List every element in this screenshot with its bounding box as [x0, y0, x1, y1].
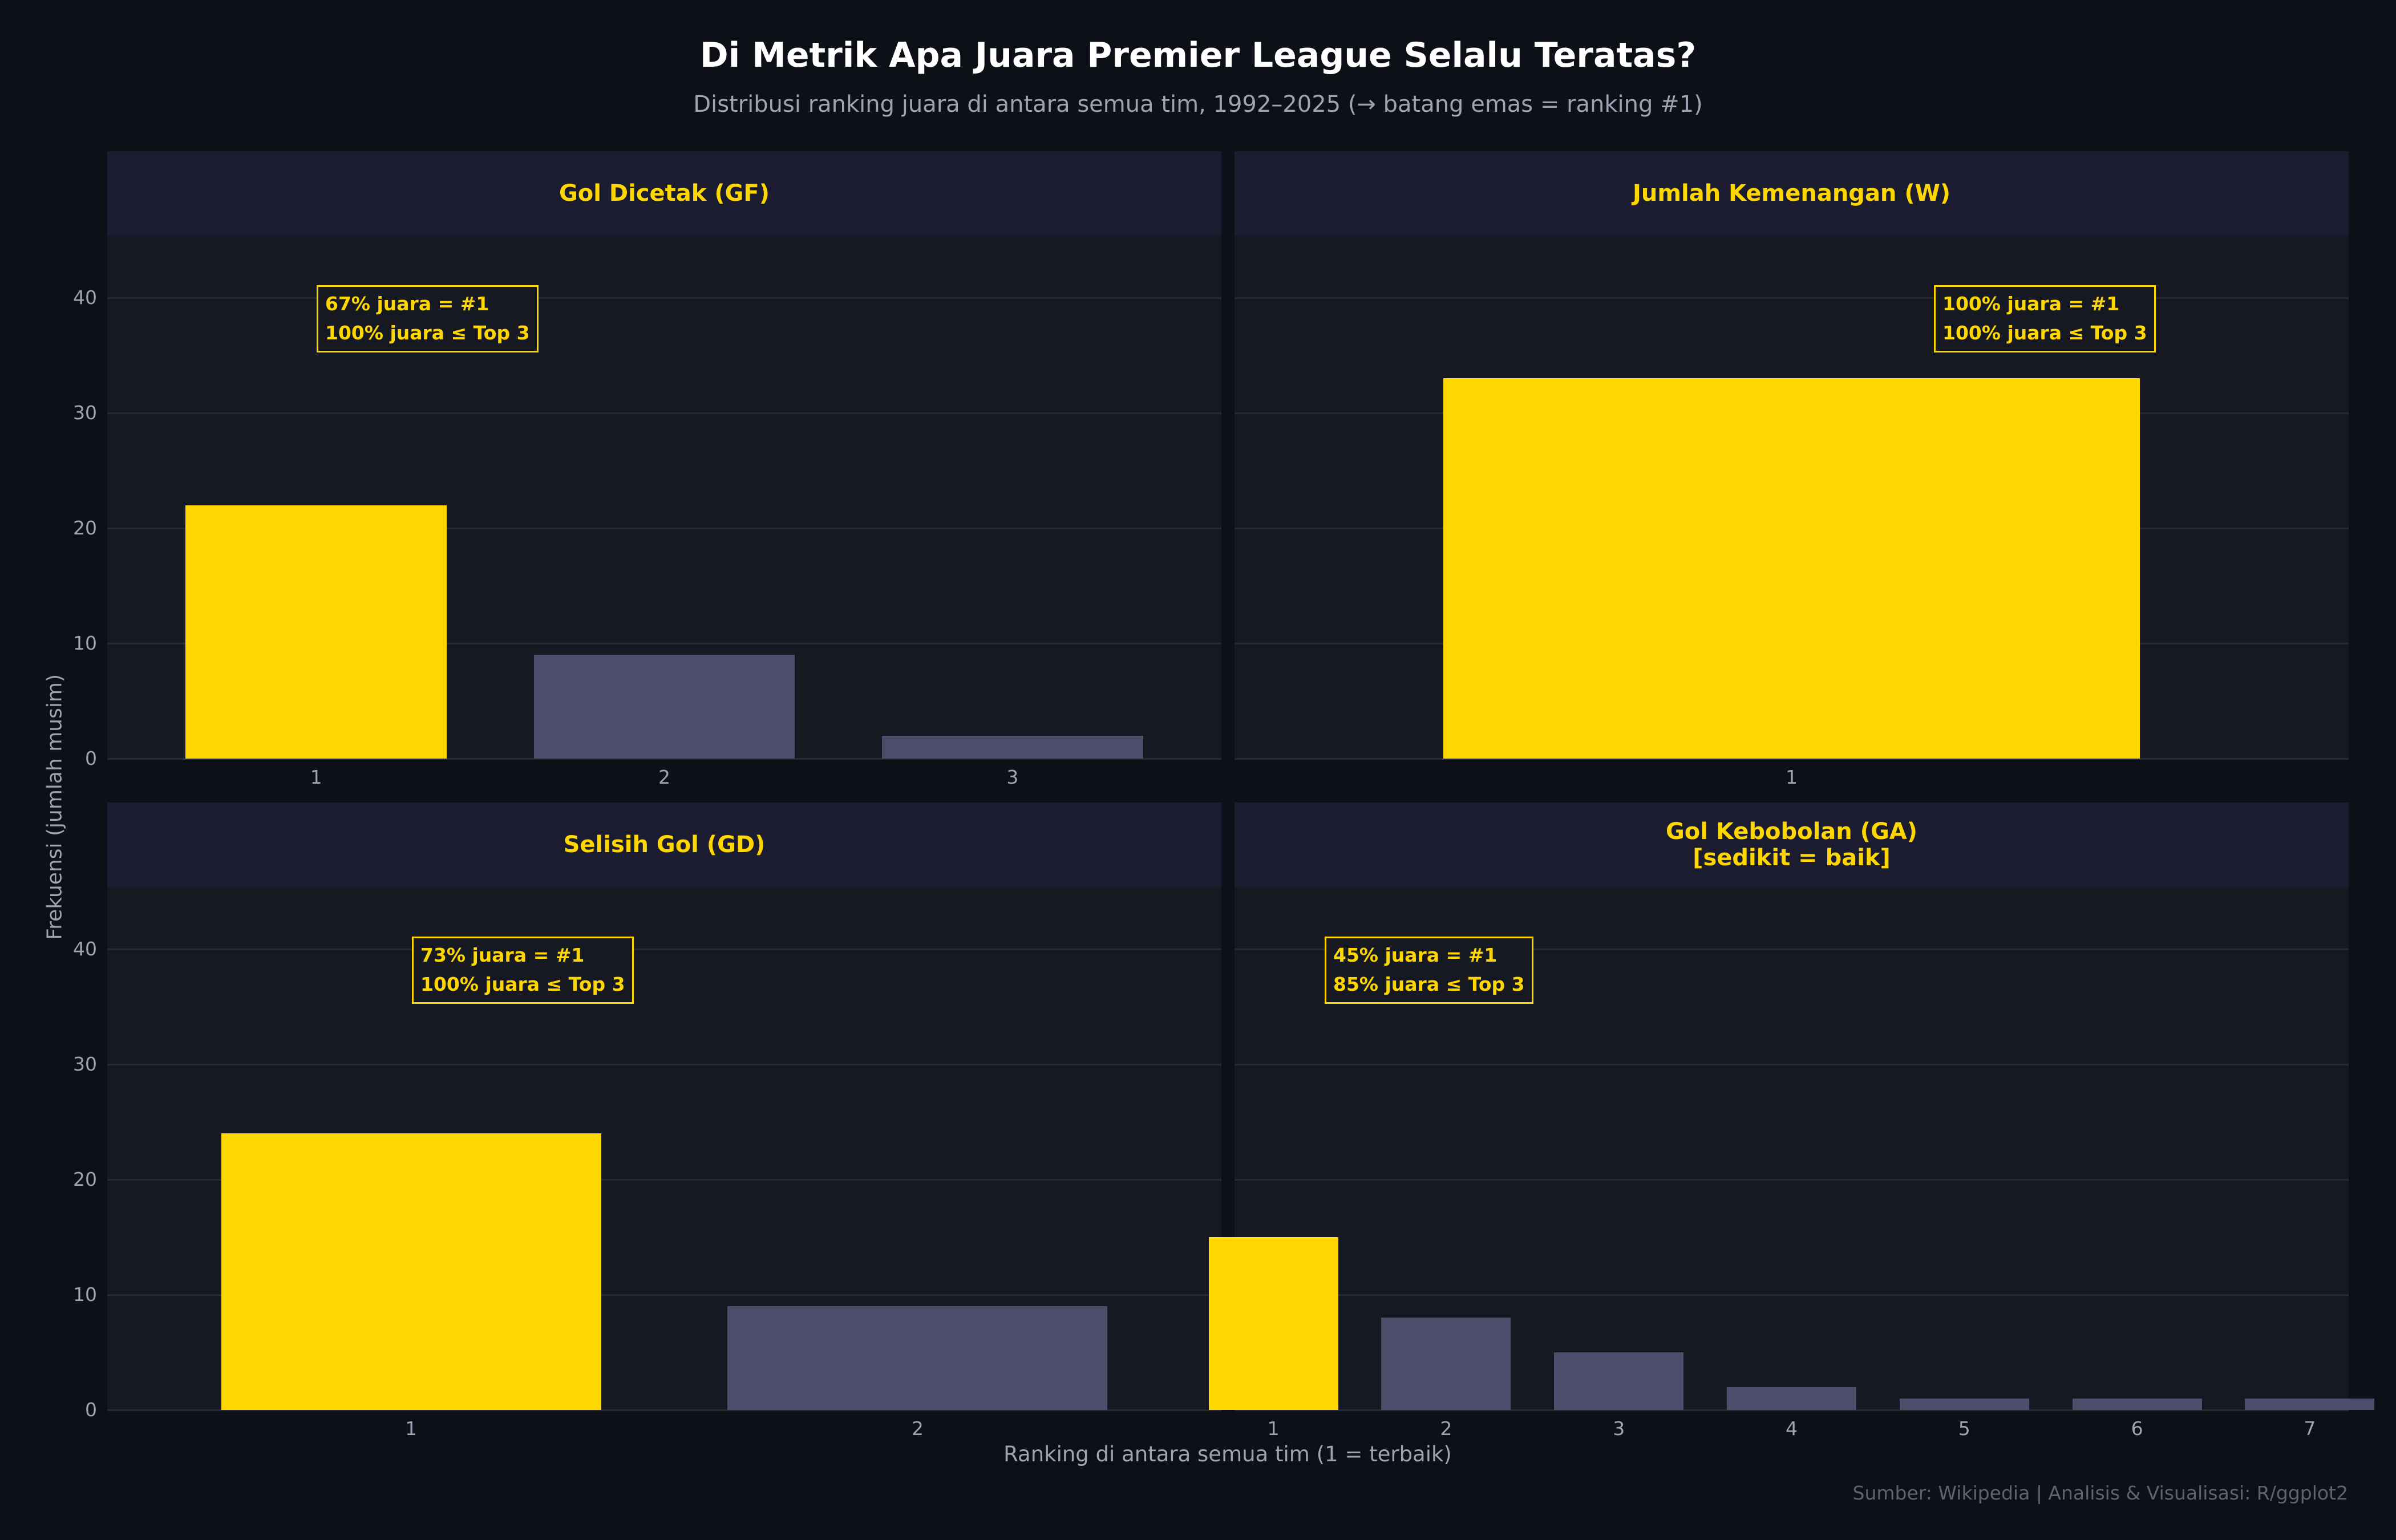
y-tick-label: 0: [85, 747, 97, 769]
x-tick-label: 2: [658, 766, 670, 788]
x-tick-label: 2: [911, 1417, 924, 1440]
x-tick-label: 7: [2304, 1417, 2316, 1440]
bar: [1208, 1237, 1338, 1410]
grid-line: [1235, 297, 2349, 299]
grid-line: [1235, 1409, 2349, 1411]
plot-area: 45% juara = #1 85% juara ≤ Top 3: [1208, 887, 2375, 1411]
grid-line: [1235, 1294, 2349, 1296]
annotation-box: 73% juara = #1 100% juara ≤ Top 3: [412, 937, 634, 1004]
chart-subtitle: Distribusi ranking juara di antara semua…: [693, 91, 1703, 117]
y-tick-label: 30: [73, 1053, 97, 1076]
grid-line: [107, 949, 1221, 951]
facet-panel: Selisih Gol (GD) 73% juara = #1 100% juara…: [107, 803, 1221, 1440]
plot-area: 100% juara = #1 100% juara ≤ Top 3: [1235, 236, 2349, 760]
plot-area: 73% juara = #1 100% juara ≤ Top 3: [107, 887, 1221, 1411]
x-tick-label: 1: [1786, 766, 1798, 788]
x-tick-label: 6: [2131, 1417, 2143, 1440]
bar: [221, 1133, 601, 1410]
x-tick-label: 1: [310, 766, 322, 788]
y-tick-label: 40: [73, 286, 97, 309]
x-tick-label: 1: [1267, 1417, 1280, 1440]
facet-panel: Jumlah Kemenangan (W) 100% juara = #1 100%…: [1235, 151, 2349, 788]
annotation-box: 67% juara = #1 100% juara ≤ Top 3: [317, 285, 539, 353]
grid-line: [1235, 1179, 2349, 1181]
facet-title: Gol Kebobolan (GA): [1665, 818, 1918, 845]
grid-line: [1235, 949, 2349, 951]
annotation-line: 100% juara = #1: [1942, 293, 2120, 315]
facet-strip: Gol Dicetak (GF): [107, 151, 1221, 236]
y-tick-label: 30: [73, 402, 97, 424]
annotation-line: 85% juara ≤ Top 3: [1333, 973, 1525, 996]
x-tick-label: 5: [1958, 1417, 1970, 1440]
annotation-line: 67% juara = #1: [325, 293, 489, 315]
facet-strip: Selisih Gol (GD): [107, 803, 1221, 887]
facet-title: [sedikit = baik]: [1693, 845, 1891, 871]
x-tick-label: 4: [1786, 1417, 1798, 1440]
facet-panel: Gol Dicetak (GF) 67% juara = #1 100% juara…: [107, 151, 1221, 788]
annotation-line: 100% juara ≤ Top 3: [325, 322, 530, 345]
y-tick-label: 20: [73, 1168, 97, 1191]
grid-line: [107, 1064, 1221, 1066]
source-caption: Sumber: Wikipedia | Analisis & Visualisa…: [1852, 1482, 2348, 1504]
bar: [1381, 1318, 1511, 1410]
y-tick-label: 40: [73, 938, 97, 961]
grid-line: [107, 297, 1221, 299]
facet-strip: Gol Kebobolan (GA) [sedikit = baik]: [1235, 803, 2349, 887]
bar: [1899, 1398, 2029, 1410]
annotation-box: 100% juara = #1 100% juara ≤ Top 3: [1934, 285, 2156, 353]
bar: [727, 1306, 1108, 1410]
y-axis-title: Frekuensi (jumlah musim): [43, 674, 67, 940]
grid-line: [107, 643, 1221, 645]
grid-line: [107, 758, 1221, 760]
grid-line: [107, 528, 1221, 530]
annotation-line: 45% juara = #1: [1333, 944, 1498, 967]
bar: [1726, 1387, 1857, 1410]
bar: [533, 655, 795, 759]
bar: [2245, 1398, 2375, 1410]
grid-line: [107, 1409, 1221, 1411]
bar: [1554, 1352, 1684, 1410]
plot-area: 67% juara = #1 100% juara ≤ Top 3: [107, 236, 1221, 760]
facet-title: Selisih Gol (GD): [563, 832, 766, 858]
y-tick-label: 0: [85, 1399, 97, 1421]
grid-line: [1235, 1064, 2349, 1066]
annotation-line: 100% juara ≤ Top 3: [420, 973, 625, 996]
grid-line: [1235, 758, 2349, 760]
chart-title: Di Metrik Apa Juara Premier League Selal…: [699, 35, 1697, 75]
bar: [185, 505, 447, 759]
facet-panel: Gol Kebobolan (GA) [sedikit = baik] 45% ju…: [1208, 803, 2375, 1440]
grid-line: [107, 1294, 1221, 1296]
bar: [2072, 1398, 2202, 1410]
annotation-line: 73% juara = #1: [420, 944, 585, 967]
facet-strip: Jumlah Kemenangan (W): [1235, 151, 2349, 236]
x-tick-label: 3: [1006, 766, 1019, 788]
x-tick-label: 2: [1440, 1417, 1452, 1440]
facet-title: Jumlah Kemenangan (W): [1632, 180, 1951, 206]
x-tick-label: 3: [1613, 1417, 1625, 1440]
bar: [1443, 378, 2140, 759]
x-axis-title: Ranking di antara semua tim (1 = terbaik…: [1003, 1442, 1452, 1466]
grid-line: [107, 1179, 1221, 1181]
y-tick-label: 20: [73, 517, 97, 540]
y-tick-label: 10: [73, 632, 97, 655]
annotation-line: 100% juara ≤ Top 3: [1942, 322, 2147, 345]
grid-line: [107, 412, 1221, 415]
y-tick-label: 10: [73, 1283, 97, 1306]
x-tick-label: 1: [405, 1417, 418, 1440]
facet-title: Gol Dicetak (GF): [558, 180, 770, 206]
bar: [881, 735, 1143, 759]
annotation-box: 45% juara = #1 85% juara ≤ Top 3: [1325, 937, 1533, 1004]
